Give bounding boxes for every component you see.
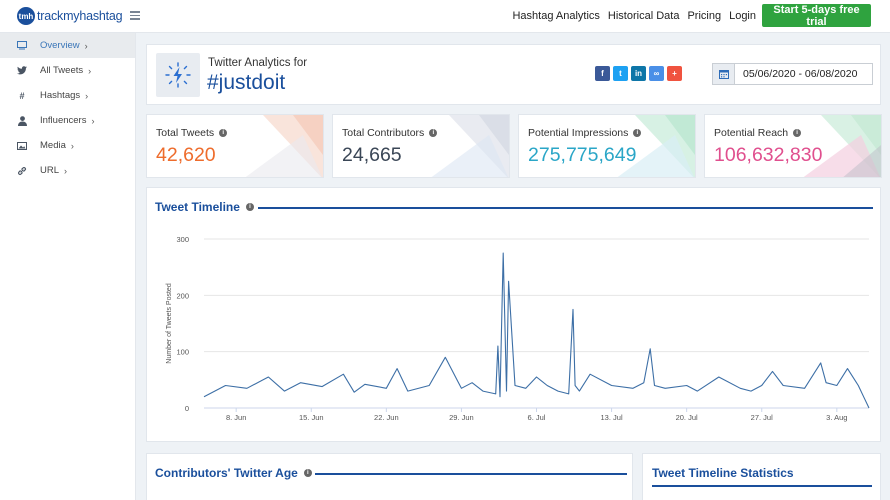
user-icon xyxy=(17,115,27,126)
info-icon[interactable]: i xyxy=(793,129,802,137)
info-icon[interactable]: i xyxy=(633,129,642,137)
sidebar: Overview › All Tweets › # Hashtags › Inf… xyxy=(0,33,136,500)
sidebar-item-label: URL xyxy=(40,165,60,176)
info-icon[interactable]: i xyxy=(303,469,312,477)
x-tick-label: 20. Jul xyxy=(676,413,698,422)
stat-value: 24,665 xyxy=(342,144,402,166)
chevron-right-icon: › xyxy=(88,65,92,76)
y-tick-label: 0 xyxy=(185,404,189,413)
header-subtitle: Twitter Analytics for xyxy=(208,57,308,69)
sidebar-item-label: Influencers xyxy=(40,115,87,126)
sidebar-item-media[interactable]: Media › xyxy=(0,133,135,158)
page-title: #justdoit xyxy=(207,71,286,94)
stat-value: 42,620 xyxy=(156,144,216,166)
stat-label: Potential Impressions i xyxy=(528,127,642,139)
plus-icon[interactable]: + xyxy=(667,66,682,81)
chevron-right-icon: › xyxy=(91,115,95,126)
menu-toggle-icon[interactable] xyxy=(130,11,140,20)
stat-card-total-tweets: Total Tweets i 42,620 xyxy=(146,114,324,178)
sidebar-item-url[interactable]: URL › xyxy=(0,158,135,183)
twitter-bird-icon xyxy=(17,66,27,76)
x-tick-label: 29. Jun xyxy=(449,413,474,422)
sidebar-item-label: Hashtags xyxy=(40,90,81,101)
y-tick-label: 300 xyxy=(176,235,189,244)
stat-card-total-contributors: Total Contributors i 24,665 xyxy=(332,114,510,178)
y-tick-label: 200 xyxy=(176,291,189,300)
linkedin-icon[interactable]: in xyxy=(631,66,646,81)
sidebar-item-overview[interactable]: Overview › xyxy=(0,33,135,58)
title-divider xyxy=(258,207,873,209)
stat-value: 275,775,649 xyxy=(528,144,637,166)
date-range-value[interactable]: 05/06/2020 - 06/08/2020 xyxy=(743,68,858,80)
brand-name: trackmyhashtag xyxy=(37,9,123,23)
y-tick-label: 100 xyxy=(176,348,189,357)
chevron-right-icon: › xyxy=(85,90,89,101)
section-title: Tweet Timeline Statistics xyxy=(652,466,794,480)
twitter-icon[interactable]: t xyxy=(613,66,628,81)
nav-pricing[interactable]: Pricing xyxy=(687,10,722,22)
analytics-header: Twitter Analytics for #justdoit f t in ∞ + 0… xyxy=(146,44,881,105)
x-tick-label: 22. Jun xyxy=(374,413,399,422)
stat-value: 106,632,830 xyxy=(714,144,823,166)
twitter-age-card: Contributors' Twitter Age i xyxy=(146,453,633,500)
monitor-icon xyxy=(17,41,27,51)
chevron-right-icon: › xyxy=(84,40,88,51)
brand-logo[interactable]: tmh trackmyhashtag xyxy=(17,7,123,25)
info-icon[interactable]: i xyxy=(429,129,438,137)
info-icon[interactable]: i xyxy=(245,203,254,211)
lightning-icon xyxy=(156,53,200,97)
info-icon[interactable]: i xyxy=(219,129,228,137)
sidebar-item-label: Overview xyxy=(40,40,80,51)
section-title: Tweet Timeline i xyxy=(155,200,254,214)
y-axis-label: Number of Tweets Posted xyxy=(166,283,173,364)
x-tick-label: 6. Jul xyxy=(528,413,546,422)
sidebar-item-hashtags[interactable]: # Hashtags › xyxy=(0,83,135,108)
stat-card-potential-reach: Potential Reach i 106,632,830 xyxy=(704,114,882,178)
link-icon[interactable]: ∞ xyxy=(649,66,664,81)
nav-historical-data[interactable]: Historical Data xyxy=(607,10,680,22)
sidebar-item-label: Media xyxy=(40,140,66,151)
chevron-right-icon: › xyxy=(70,140,74,151)
x-tick-label: 3. Aug xyxy=(826,413,847,422)
stat-label: Total Contributors i xyxy=(342,127,438,139)
nav-login[interactable]: Login xyxy=(729,10,756,22)
title-divider xyxy=(315,473,627,475)
stat-label: Total Tweets i xyxy=(156,127,228,139)
sidebar-item-all-tweets[interactable]: All Tweets › xyxy=(0,58,135,83)
facebook-icon[interactable]: f xyxy=(595,66,610,81)
sidebar-item-influencers[interactable]: Influencers › xyxy=(0,108,135,133)
tweet-timeline-chart[interactable]: 0 100 200 300 Number of Tweets Posted 8. Jun 1… xyxy=(147,188,882,443)
link-icon xyxy=(17,166,27,176)
image-icon xyxy=(17,141,27,151)
top-nav: Hashtag Analytics Historical Data Pricin… xyxy=(512,10,756,22)
title-divider xyxy=(652,485,872,487)
calendar-icon[interactable] xyxy=(713,64,735,84)
x-tick-label: 8. Jun xyxy=(226,413,246,422)
series-line xyxy=(203,252,870,409)
stat-card-potential-impressions: Potential Impressions i 275,775,649 xyxy=(518,114,696,178)
sidebar-item-label: All Tweets xyxy=(40,65,84,76)
timeline-statistics-card: Tweet Timeline Statistics xyxy=(642,453,881,500)
nav-hashtag-analytics[interactable]: Hashtag Analytics xyxy=(512,10,600,22)
free-trial-button[interactable]: Start 5-days free trial xyxy=(762,4,871,28)
x-tick-label: 27. Jul xyxy=(751,413,773,422)
tweet-timeline-card: Tweet Timeline i 0 100 200 300 Number of Twee… xyxy=(146,187,881,442)
x-tick-label: 15. Jun xyxy=(299,413,324,422)
stat-label: Potential Reach i xyxy=(714,127,802,139)
section-title: Contributors' Twitter Age i xyxy=(155,466,312,480)
date-range-picker[interactable]: 05/06/2020 - 06/08/2020 xyxy=(712,63,873,85)
hash-icon: # xyxy=(19,90,25,101)
top-bar: tmh trackmyhashtag Hashtag Analytics His… xyxy=(0,0,890,33)
x-tick-label: 13. Jul xyxy=(601,413,623,422)
share-buttons: f t in ∞ + xyxy=(595,66,682,81)
chevron-right-icon: › xyxy=(64,165,68,176)
brand-badge: tmh xyxy=(17,7,35,25)
